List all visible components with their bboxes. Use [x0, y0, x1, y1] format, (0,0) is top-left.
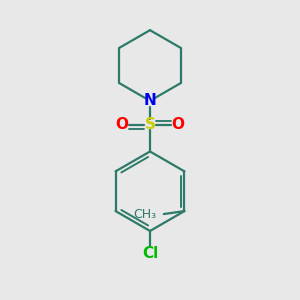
Text: O: O	[172, 118, 184, 133]
Text: S: S	[145, 118, 155, 133]
Text: O: O	[116, 118, 128, 133]
Text: CH₃: CH₃	[133, 208, 157, 220]
Text: Cl: Cl	[142, 246, 158, 261]
Text: N: N	[144, 93, 156, 108]
